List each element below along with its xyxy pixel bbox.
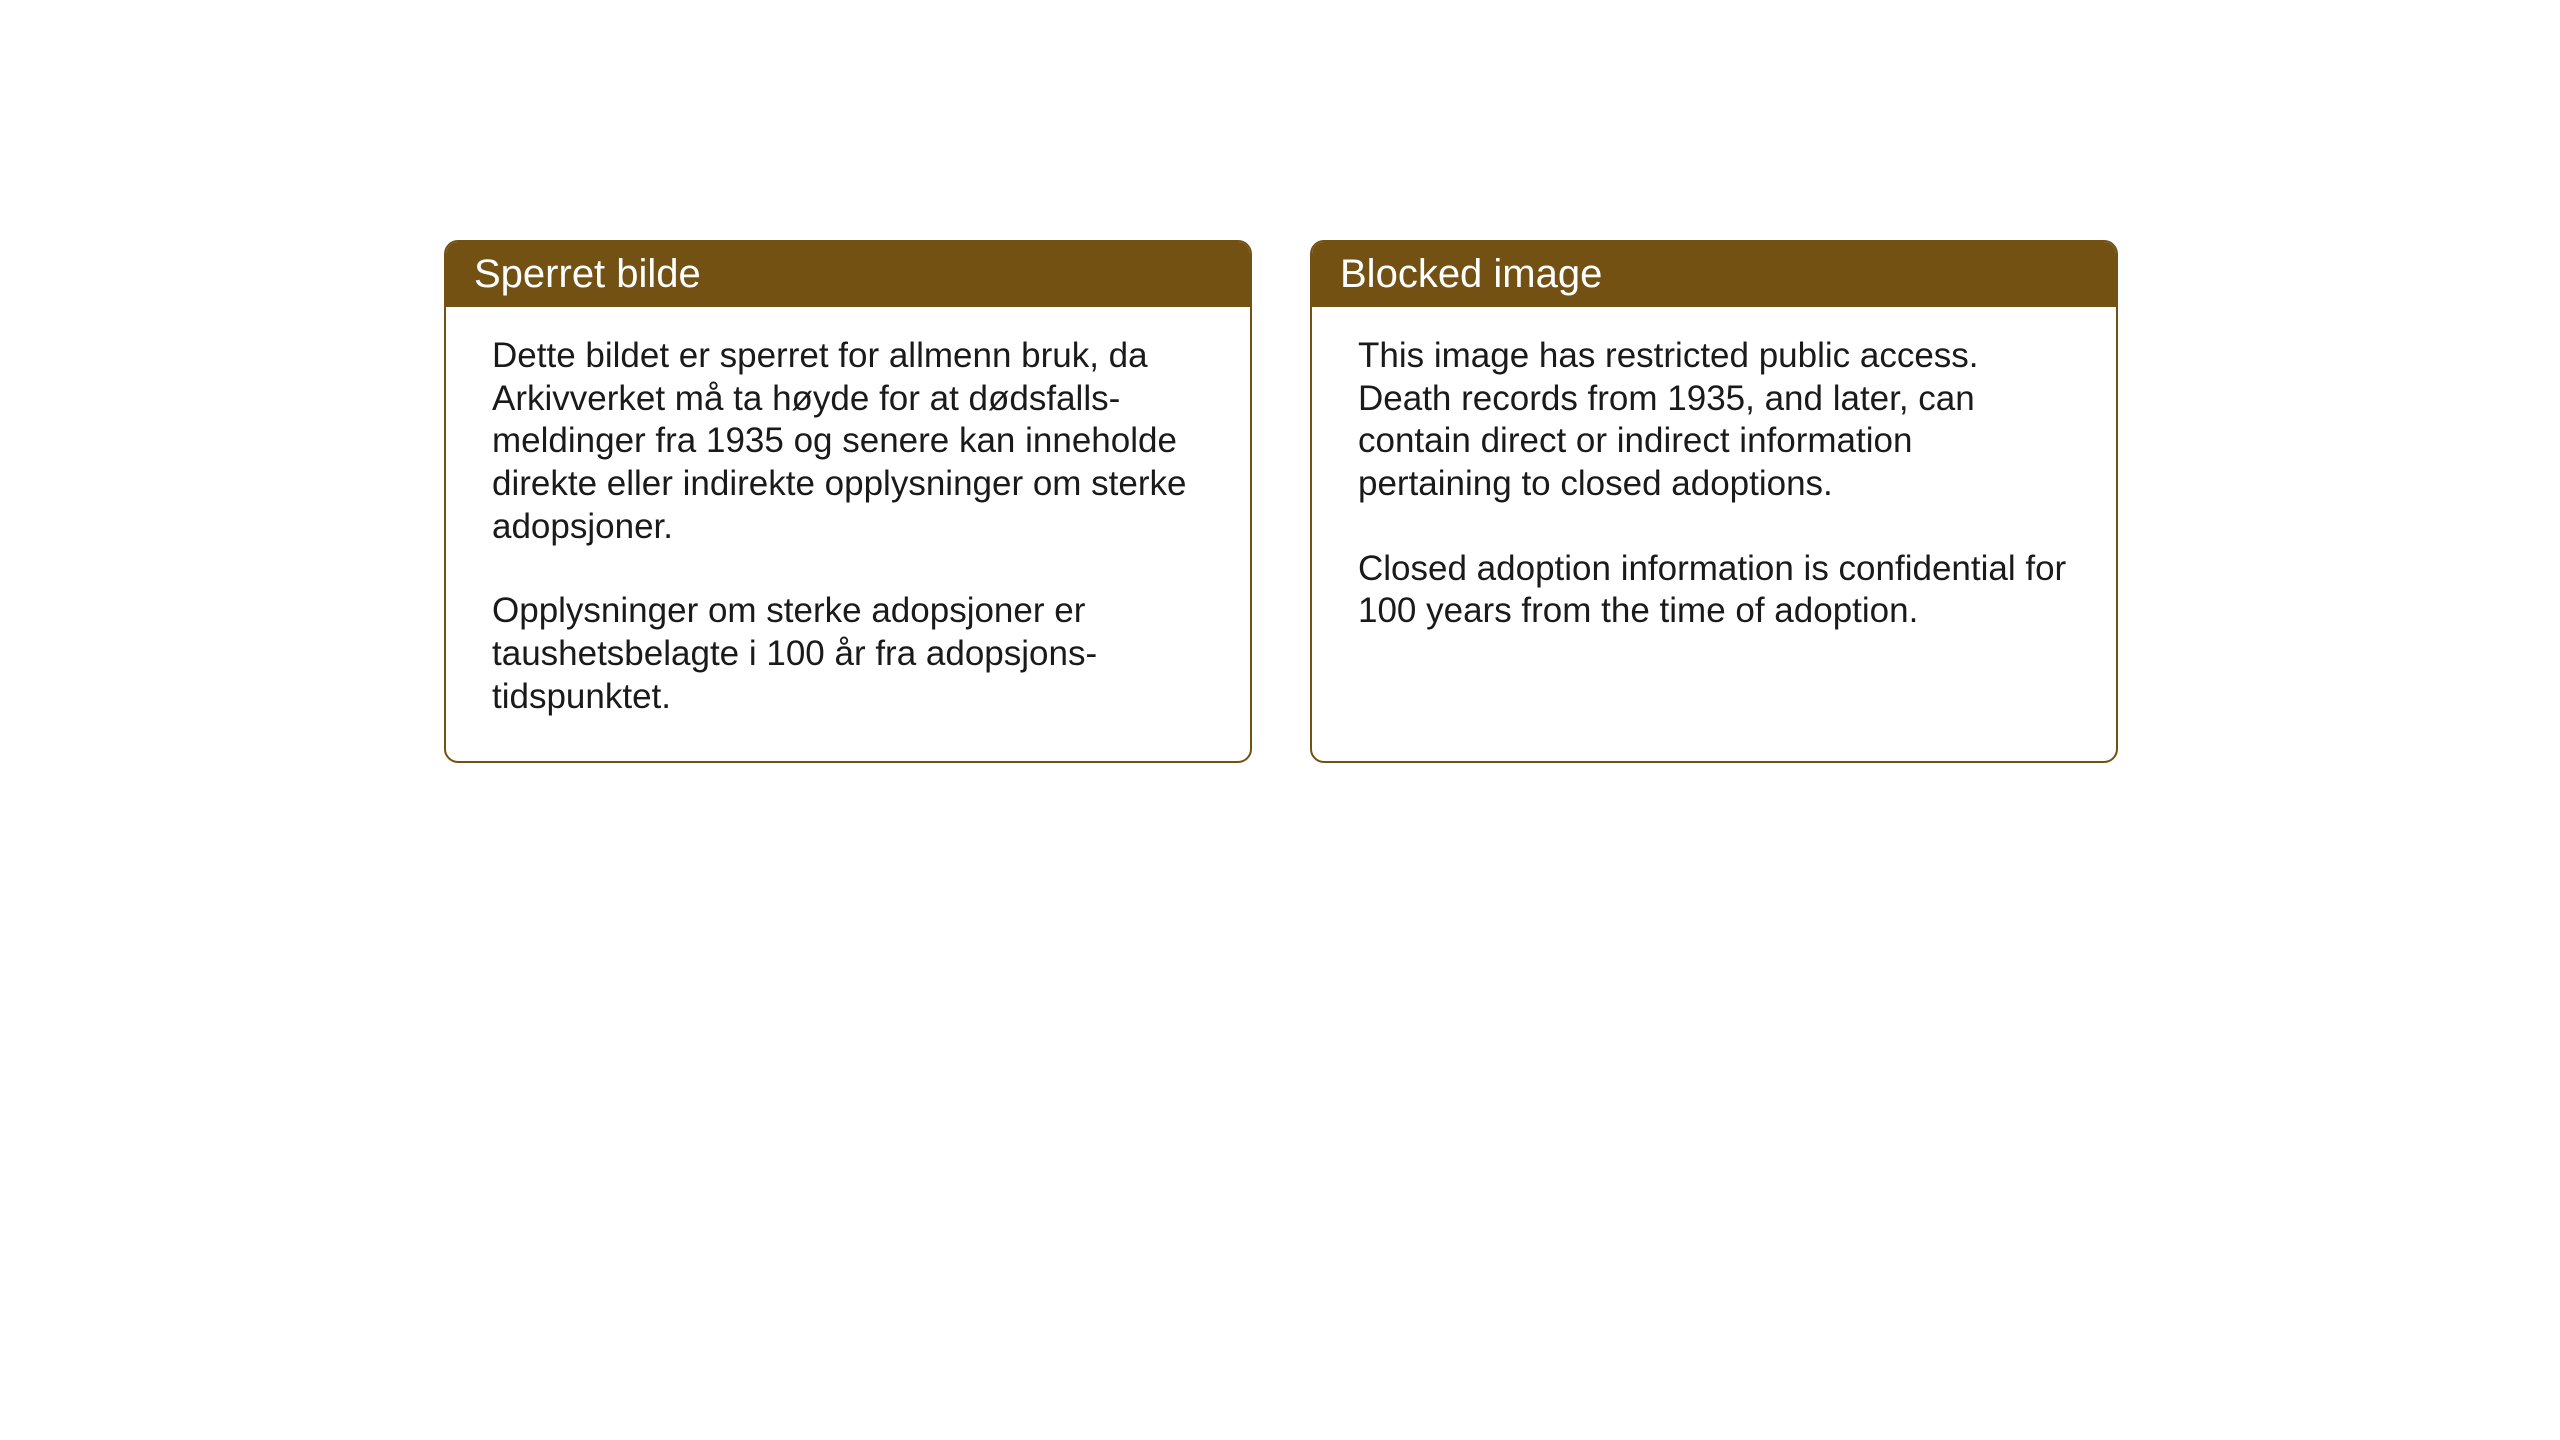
notice-card-english: Blocked image This image has restricted … xyxy=(1310,240,2118,763)
notice-container: Sperret bilde Dette bildet er sperret fo… xyxy=(444,240,2118,763)
card-paragraph-2: Opplysninger om sterke adopsjoner er tau… xyxy=(492,590,1204,718)
notice-card-norwegian: Sperret bilde Dette bildet er sperret fo… xyxy=(444,240,1252,763)
card-header-english: Blocked image xyxy=(1312,242,2116,307)
card-header-norwegian: Sperret bilde xyxy=(446,242,1250,307)
card-title: Sperret bilde xyxy=(474,252,701,296)
card-paragraph-1: Dette bildet er sperret for allmenn bruk… xyxy=(492,335,1204,548)
card-body-english: This image has restricted public access.… xyxy=(1312,307,2116,675)
card-title: Blocked image xyxy=(1340,252,1602,296)
card-paragraph-2: Closed adoption information is confident… xyxy=(1358,548,2070,633)
card-body-norwegian: Dette bildet er sperret for allmenn bruk… xyxy=(446,307,1250,761)
card-paragraph-1: This image has restricted public access.… xyxy=(1358,335,2070,506)
